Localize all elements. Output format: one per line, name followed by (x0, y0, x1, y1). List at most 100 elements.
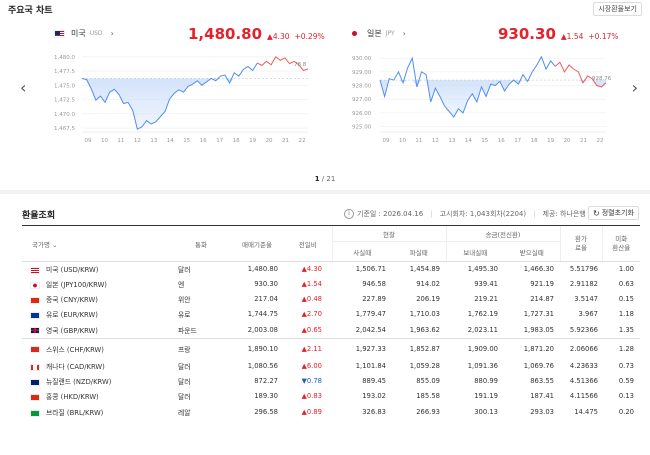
table-row[interactable]: 스위스 (CHF/KRW) 프랑 1,890.10 ▲2.11 1,927.33… (22, 339, 640, 359)
row-currency: 달러 (178, 363, 191, 371)
base-date: 기준일 : 2026.04.16 (357, 210, 424, 218)
sort-reset-button[interactable]: ↻ 정렬초기화 (588, 206, 639, 220)
table-row[interactable]: 유로 (EUR/KRW) 유로 1,744.75 ▲2.70 1,779.47 … (22, 307, 640, 322)
info-icon[interactable]: i (344, 209, 354, 219)
cn-flag-icon (30, 296, 40, 304)
row-currency: 레알 (178, 409, 191, 417)
row-remit-recv: 921.19 (530, 280, 554, 288)
x-tick-label: 19 (249, 138, 256, 144)
row-country[interactable]: 영국 (GBP/KRW) (22, 322, 172, 339)
header-base-rate[interactable]: 매매기준율 (230, 225, 284, 262)
row-country[interactable]: 캐나다 (CAD/KRW) (22, 359, 172, 374)
header-conv-rate[interactable]: 환가 료율 (559, 225, 602, 262)
row-cash-sell: 914.02 (416, 280, 440, 288)
row-currency: 파운드 (178, 326, 197, 335)
chart-usd-price-block: 1,480.80 ▲4.30 +0.29% (188, 25, 325, 43)
header-currency[interactable]: 통화 (172, 225, 230, 262)
y-tick-label: 929.00 (352, 70, 372, 76)
row-prev-day: ▲0.89 (301, 408, 322, 416)
row-usd-rate: 0.73 (618, 362, 634, 370)
row-prev-day: ▲2.70 (301, 310, 322, 318)
row-cash-sell: 1,852.87 (409, 344, 440, 353)
x-tick-label: 17 (514, 138, 521, 144)
row-country[interactable]: 일본 (JPY100/KRW) (22, 277, 172, 292)
row-usd-rate: 0.15 (618, 295, 634, 303)
row-country[interactable]: 스위스 (CHF/KRW) (22, 339, 172, 359)
header-cash-sell[interactable]: 파실때 (392, 241, 446, 262)
chart-jpy-header[interactable]: 일본 JPY › (352, 28, 406, 39)
chart-usd-header[interactable]: 미국 USD › (54, 28, 114, 39)
table-row[interactable]: 미국 (USD/KRW) 달러 1,480.80 ▲4.30 1,506.71 … (22, 262, 640, 277)
row-remit-recv: 1,983.05 (523, 325, 554, 334)
table-row[interactable]: 홍콩 (HKD/KRW) 달러 189.30 ▲0.83 193.02 185.… (22, 389, 640, 404)
last-value-label: 78.8 (294, 62, 307, 68)
jpy-line-chart: 930.00 929.00 928.00 927.00 926.00 925.00 09 10… (352, 55, 612, 144)
chart-country: 미국 (71, 29, 86, 38)
row-prev-day: ▲0.65 (301, 325, 322, 334)
row-remit-recv: 187.41 (530, 392, 554, 400)
row-prev-day: ▲0.48 (301, 295, 322, 303)
chart-unit: USD (89, 30, 103, 37)
x-tick-label: 17 (216, 138, 223, 144)
y-tick-label: 927.00 (352, 97, 372, 103)
row-country[interactable]: 유로 (EUR/KRW) (22, 307, 172, 322)
row-cash-sell: 1,059.28 (409, 362, 440, 370)
x-tick-label: 20 (266, 138, 273, 144)
refresh-icon: ↻ (593, 208, 600, 218)
rates-title: 환율조회 (22, 211, 56, 221)
chevron-right-icon: › (402, 29, 406, 38)
row-usd-rate: 0.13 (618, 392, 634, 400)
x-tick-label: 11 (117, 138, 124, 144)
row-conv-rate: 3.5147 (574, 295, 598, 303)
header-remit-send[interactable]: 보내실때 (445, 241, 504, 262)
series-line-recent (257, 56, 309, 72)
prev-chart-arrow-icon[interactable]: ‹ (20, 78, 27, 97)
row-conv-rate: 4.51366 (569, 377, 598, 385)
row-country[interactable]: 미국 (USD/KRW) (22, 262, 172, 277)
x-tick-label: 13 (448, 138, 455, 144)
market-rate-link[interactable]: 시장환율보기 (593, 2, 642, 16)
table-row[interactable]: 일본 (JPY100/KRW) 엔 930.30 ▲1.54 946.58 91… (22, 277, 640, 292)
row-base-rate: 217.04 (254, 295, 278, 303)
header-usd-rate[interactable]: 미화 환산율 (601, 225, 640, 262)
table-row[interactable]: 캐나다 (CAD/KRW) 달러 1,080.56 ▲6.00 1,101.84… (22, 359, 640, 374)
x-tick-label: 14 (465, 138, 472, 144)
row-country[interactable]: 브라질 (BRL/KRW) (22, 404, 172, 421)
row-currency: 프랑 (178, 345, 191, 354)
x-tick-label: 13 (150, 138, 157, 144)
row-cash-sell: 206.19 (416, 295, 440, 303)
header-cash-buy[interactable]: 사실때 (331, 241, 392, 262)
next-chart-arrow-icon[interactable]: › (631, 78, 638, 97)
row-country[interactable]: 뉴질랜드 (NZD/KRW) (22, 374, 172, 389)
row-base-rate: 1,480.80 (247, 265, 278, 274)
row-cash-buy: 2,042.54 (355, 325, 386, 334)
row-cash-buy: 889.45 (362, 377, 386, 385)
area-fill (380, 80, 606, 117)
row-remit-recv: 1,727.31 (523, 310, 554, 318)
header-prev-day[interactable]: 전일비 (284, 225, 332, 262)
x-tick-label: 19 (547, 138, 554, 144)
row-currency: 달러 (178, 393, 191, 401)
row-country[interactable]: 홍콩 (HKD/KRW) (22, 389, 172, 404)
x-tick-label: 14 (167, 138, 174, 144)
row-conv-rate: 14.475 (574, 408, 598, 416)
row-country[interactable]: 중국 (CNY/KRW) (22, 292, 172, 307)
row-remit-recv: 863.55 (530, 377, 554, 385)
row-remit-send: 939.41 (474, 280, 498, 288)
row-remit-send: 300.13 (474, 408, 498, 416)
row-cash-buy: 1,779.47 (355, 310, 386, 318)
table-row[interactable]: 브라질 (BRL/KRW) 레알 296.58 ▲0.89 326.83 266… (22, 404, 640, 421)
table-row[interactable]: 중국 (CNY/KRW) 위안 217.04 ▲0.48 227.89 206.… (22, 292, 640, 307)
y-tick-label: 1,472.5 (54, 98, 75, 104)
y-tick-label: 1,475.0 (54, 83, 75, 89)
usd-line-chart: 1,480.0 1,477.5 1,475.0 1,472.5 1,470.0 1,467… (54, 55, 309, 144)
x-tick-label: 09 (85, 138, 92, 144)
header-remit-recv[interactable]: 받으실때 (504, 241, 560, 262)
br-flag-icon (30, 409, 40, 417)
table-row[interactable]: 영국 (GBP/KRW) 파운드 2,003.08 ▲0.65 2,042.54… (22, 322, 640, 339)
eu-flag-icon (30, 311, 40, 319)
notice-round: 고시회차: 1,043회차(2204) (439, 210, 527, 218)
y-tick-label: 928.00 (352, 84, 372, 90)
table-row[interactable]: 뉴질랜드 (NZD/KRW) 달러 872.27 ▼0.78 889.45 85… (22, 374, 640, 389)
header-country[interactable]: 국가명 ⌄ (22, 225, 172, 262)
